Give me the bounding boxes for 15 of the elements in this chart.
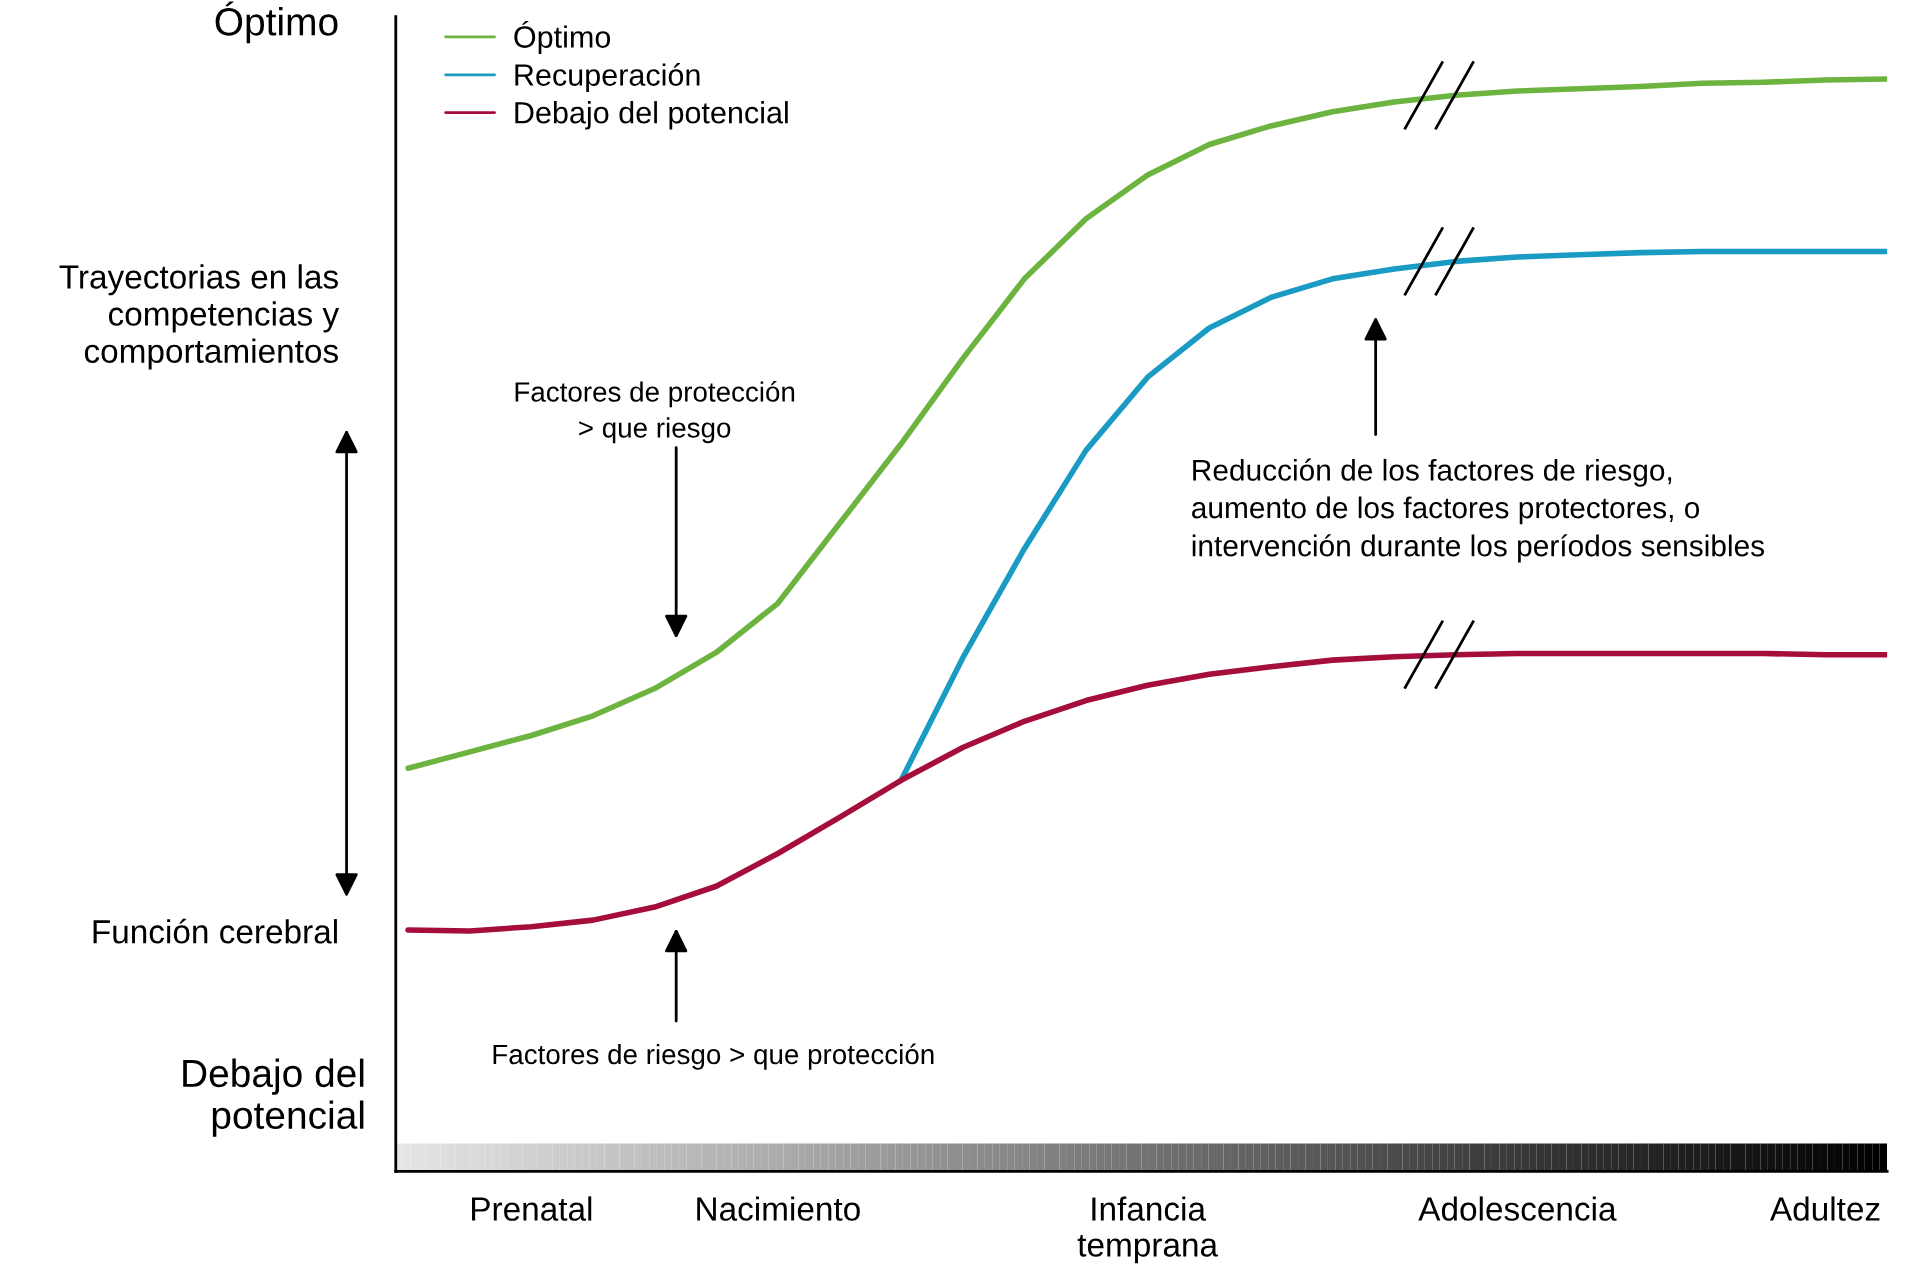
y-axis-title: Trayectorias en las competencias y comportamientos <box>59 264 340 370</box>
x-tick-label: Infancia temprana <box>1077 1196 1219 1264</box>
x-tick-label: Adolescencia <box>1418 1196 1617 1221</box>
legend-label: Recuperación <box>515 63 700 92</box>
x-tick-label: Adultez <box>1770 1196 1880 1221</box>
x-tick-label: Nacimiento <box>697 1196 860 1221</box>
annotation: Reducción de los factores de riesgo, aumento de los factores protectores, o intervención durante los períodos sensibles <box>1192 458 1765 563</box>
legend-label: Óptimo <box>514 21 611 54</box>
legend-label: Debajo del potencial <box>515 101 788 130</box>
text: Debajo del potencial <box>183 1058 364 1137</box>
annotation: Factores de riesgo > que protección <box>493 1043 934 1070</box>
x-tick-label: Prenatal <box>472 1196 592 1221</box>
annotation: Factores de protección > que riesgo <box>515 381 795 444</box>
text: Función cerebral <box>93 918 337 944</box>
text: Óptimo <box>215 1 338 44</box>
